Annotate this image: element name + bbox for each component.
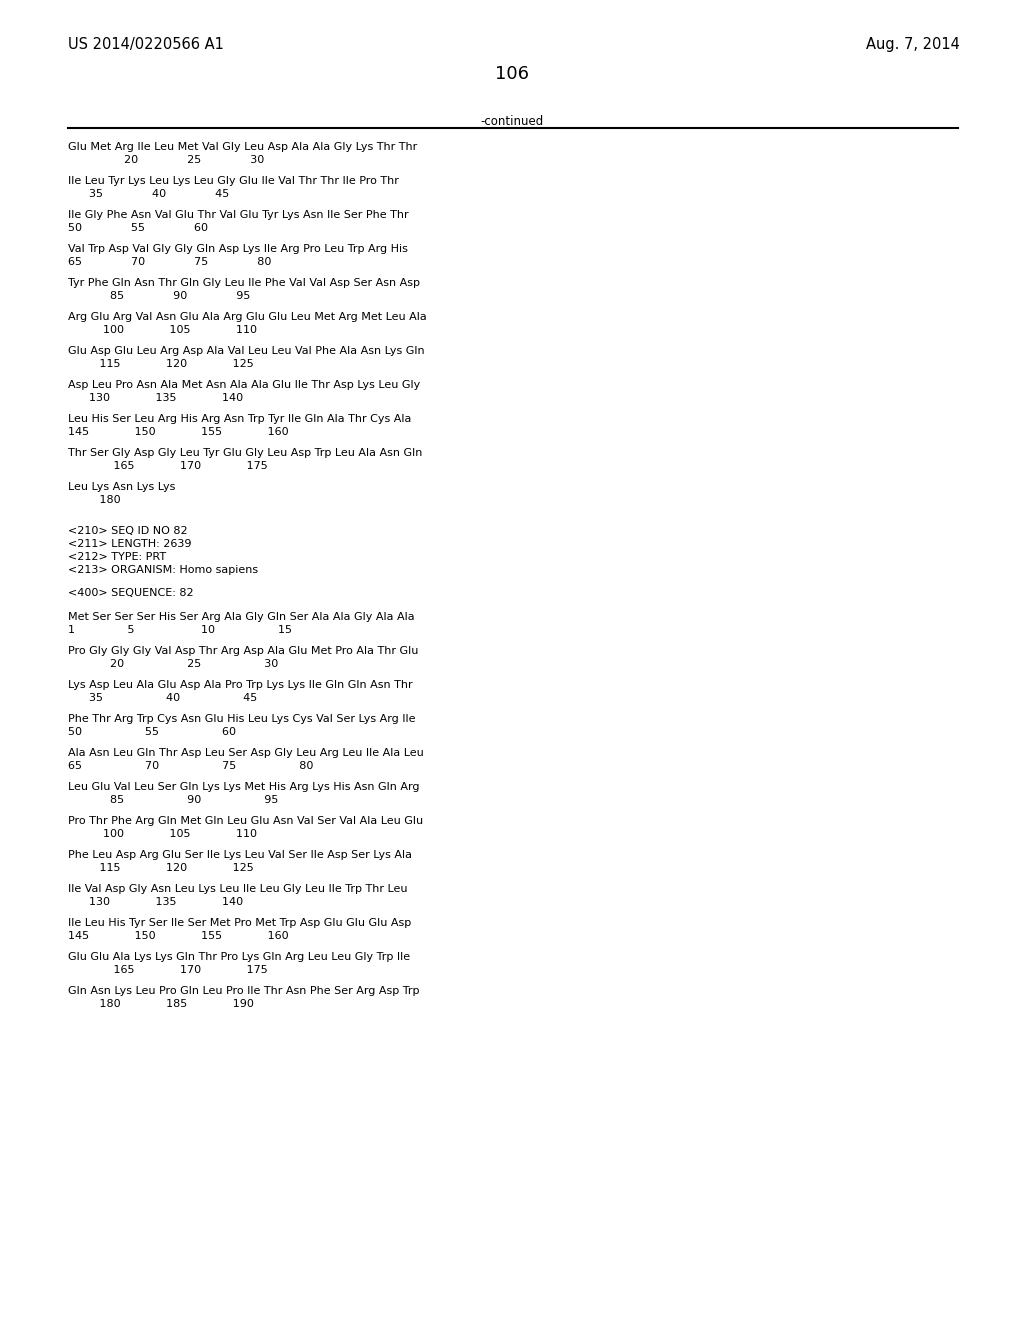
Text: Met Ser Ser Ser His Ser Arg Ala Gly Gln Ser Ala Ala Gly Ala Ala: Met Ser Ser Ser His Ser Arg Ala Gly Gln … [68,612,415,622]
Text: 50                  55                  60: 50 55 60 [68,727,236,737]
Text: 180             185             190: 180 185 190 [68,999,254,1008]
Text: 85                  90                  95: 85 90 95 [68,795,279,805]
Text: Pro Thr Phe Arg Gln Met Gln Leu Glu Asn Val Ser Val Ala Leu Glu: Pro Thr Phe Arg Gln Met Gln Leu Glu Asn … [68,816,423,826]
Text: 100             105             110: 100 105 110 [68,829,257,840]
Text: 85              90              95: 85 90 95 [68,290,251,301]
Text: <212> TYPE: PRT: <212> TYPE: PRT [68,552,166,562]
Text: Aug. 7, 2014: Aug. 7, 2014 [866,37,961,51]
Text: 130             135             140: 130 135 140 [68,898,243,907]
Text: 100             105             110: 100 105 110 [68,325,257,335]
Text: <400> SEQUENCE: 82: <400> SEQUENCE: 82 [68,587,194,598]
Text: 20              25              30: 20 25 30 [68,154,264,165]
Text: Ile Leu His Tyr Ser Ile Ser Met Pro Met Trp Asp Glu Glu Glu Asp: Ile Leu His Tyr Ser Ile Ser Met Pro Met … [68,917,412,928]
Text: 65                  70                  75                  80: 65 70 75 80 [68,762,313,771]
Text: <211> LENGTH: 2639: <211> LENGTH: 2639 [68,539,191,549]
Text: Pro Gly Gly Gly Val Asp Thr Arg Asp Ala Glu Met Pro Ala Thr Glu: Pro Gly Gly Gly Val Asp Thr Arg Asp Ala … [68,645,419,656]
Text: 145             150             155             160: 145 150 155 160 [68,931,289,941]
Text: Tyr Phe Gln Asn Thr Gln Gly Leu Ile Phe Val Val Asp Ser Asn Asp: Tyr Phe Gln Asn Thr Gln Gly Leu Ile Phe … [68,279,420,288]
Text: Glu Asp Glu Leu Arg Asp Ala Val Leu Leu Val Phe Ala Asn Lys Gln: Glu Asp Glu Leu Arg Asp Ala Val Leu Leu … [68,346,425,356]
Text: 50              55              60: 50 55 60 [68,223,208,234]
Text: 1               5                   10                  15: 1 5 10 15 [68,624,292,635]
Text: 20                  25                  30: 20 25 30 [68,659,279,669]
Text: <213> ORGANISM: Homo sapiens: <213> ORGANISM: Homo sapiens [68,565,258,576]
Text: 180: 180 [68,495,121,506]
Text: Lys Asp Leu Ala Glu Asp Ala Pro Trp Lys Lys Ile Gln Gln Asn Thr: Lys Asp Leu Ala Glu Asp Ala Pro Trp Lys … [68,680,413,690]
Text: US 2014/0220566 A1: US 2014/0220566 A1 [68,37,224,51]
Text: Ile Gly Phe Asn Val Glu Thr Val Glu Tyr Lys Asn Ile Ser Phe Thr: Ile Gly Phe Asn Val Glu Thr Val Glu Tyr … [68,210,409,220]
Text: Gln Asn Lys Leu Pro Gln Leu Pro Ile Thr Asn Phe Ser Arg Asp Trp: Gln Asn Lys Leu Pro Gln Leu Pro Ile Thr … [68,986,420,997]
Text: 145             150             155             160: 145 150 155 160 [68,426,289,437]
Text: 35                  40                  45: 35 40 45 [68,693,257,704]
Text: 106: 106 [495,65,529,83]
Text: 130             135             140: 130 135 140 [68,393,243,403]
Text: <210> SEQ ID NO 82: <210> SEQ ID NO 82 [68,525,187,536]
Text: Thr Ser Gly Asp Gly Leu Tyr Glu Gly Leu Asp Trp Leu Ala Asn Gln: Thr Ser Gly Asp Gly Leu Tyr Glu Gly Leu … [68,447,422,458]
Text: Asp Leu Pro Asn Ala Met Asn Ala Ala Glu Ile Thr Asp Lys Leu Gly: Asp Leu Pro Asn Ala Met Asn Ala Ala Glu … [68,380,420,389]
Text: Ile Leu Tyr Lys Leu Lys Leu Gly Glu Ile Val Thr Thr Ile Pro Thr: Ile Leu Tyr Lys Leu Lys Leu Gly Glu Ile … [68,176,399,186]
Text: Ile Val Asp Gly Asn Leu Lys Leu Ile Leu Gly Leu Ile Trp Thr Leu: Ile Val Asp Gly Asn Leu Lys Leu Ile Leu … [68,884,408,894]
Text: Phe Thr Arg Trp Cys Asn Glu His Leu Lys Cys Val Ser Lys Arg Ile: Phe Thr Arg Trp Cys Asn Glu His Leu Lys … [68,714,416,723]
Text: Glu Met Arg Ile Leu Met Val Gly Leu Asp Ala Ala Gly Lys Thr Thr: Glu Met Arg Ile Leu Met Val Gly Leu Asp … [68,143,417,152]
Text: -continued: -continued [480,115,544,128]
Text: Arg Glu Arg Val Asn Glu Ala Arg Glu Glu Leu Met Arg Met Leu Ala: Arg Glu Arg Val Asn Glu Ala Arg Glu Glu … [68,312,427,322]
Text: Leu Lys Asn Lys Lys: Leu Lys Asn Lys Lys [68,482,175,492]
Text: Ala Asn Leu Gln Thr Asp Leu Ser Asp Gly Leu Arg Leu Ile Ala Leu: Ala Asn Leu Gln Thr Asp Leu Ser Asp Gly … [68,748,424,758]
Text: Leu His Ser Leu Arg His Arg Asn Trp Tyr Ile Gln Ala Thr Cys Ala: Leu His Ser Leu Arg His Arg Asn Trp Tyr … [68,414,412,424]
Text: Glu Glu Ala Lys Lys Gln Thr Pro Lys Gln Arg Leu Leu Gly Trp Ile: Glu Glu Ala Lys Lys Gln Thr Pro Lys Gln … [68,952,411,962]
Text: 165             170             175: 165 170 175 [68,461,267,471]
Text: Val Trp Asp Val Gly Gly Gln Asp Lys Ile Arg Pro Leu Trp Arg His: Val Trp Asp Val Gly Gly Gln Asp Lys Ile … [68,244,408,253]
Text: 65              70              75              80: 65 70 75 80 [68,257,271,267]
Text: 115             120             125: 115 120 125 [68,863,254,873]
Text: Phe Leu Asp Arg Glu Ser Ile Lys Leu Val Ser Ile Asp Ser Lys Ala: Phe Leu Asp Arg Glu Ser Ile Lys Leu Val … [68,850,412,861]
Text: 35              40              45: 35 40 45 [68,189,229,199]
Text: Leu Glu Val Leu Ser Gln Lys Lys Met His Arg Lys His Asn Gln Arg: Leu Glu Val Leu Ser Gln Lys Lys Met His … [68,781,420,792]
Text: 115             120             125: 115 120 125 [68,359,254,370]
Text: 165             170             175: 165 170 175 [68,965,267,975]
